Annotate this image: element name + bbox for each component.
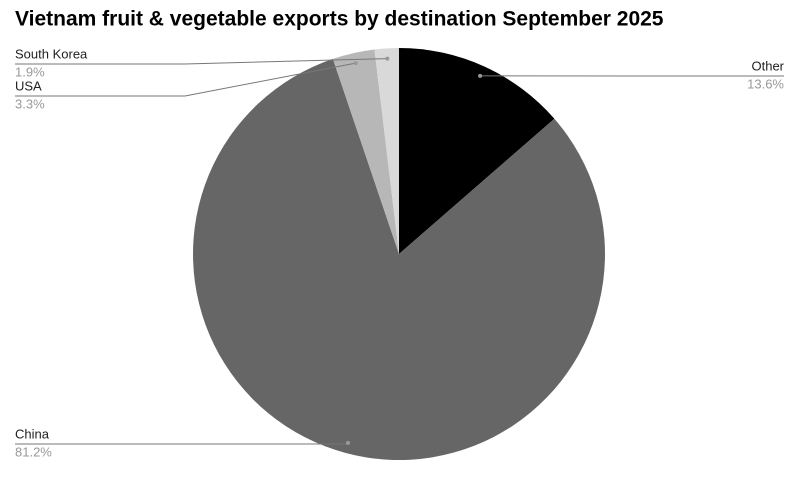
- slice-value: 81.2%: [15, 444, 52, 459]
- slice-label: USA: [15, 78, 42, 93]
- slice-label: Other: [751, 58, 784, 73]
- leader-line: [15, 62, 356, 97]
- slice-label: China: [15, 426, 50, 441]
- chart-title: Vietnam fruit & vegetable exports by des…: [15, 8, 664, 31]
- slice-label: South Korea: [15, 46, 88, 61]
- pie-slice: [399, 48, 555, 254]
- pie-slice: [374, 48, 399, 254]
- leader-line: [15, 442, 349, 445]
- slice-value: 3.3%: [15, 96, 45, 111]
- pie-slice: [332, 49, 399, 254]
- leader-dot: [385, 56, 390, 61]
- leader-dot: [345, 440, 350, 445]
- slice-value: 13.6%: [747, 76, 784, 91]
- leader-dot: [353, 61, 358, 66]
- pie-slice: [193, 58, 606, 460]
- leader-dot: [478, 73, 483, 78]
- leader-line: [15, 58, 388, 65]
- slice-value: 1.9%: [15, 64, 45, 79]
